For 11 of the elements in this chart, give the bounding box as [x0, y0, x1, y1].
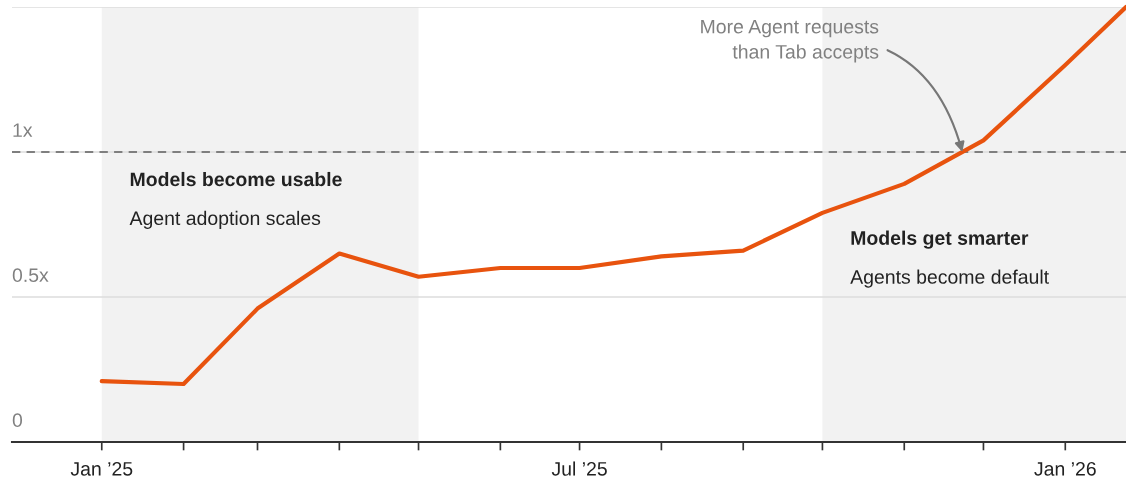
annotation: Agent adoption scales	[129, 210, 321, 229]
band-label: Models become usable	[130, 171, 342, 187]
x-tick-label: Jan ’26	[1034, 461, 1096, 476]
annotation: More Agent requests than Tab accepts	[701, 19, 879, 63]
x-tick-label: Jul ’25	[551, 461, 607, 476]
y-tick-label: 1x	[13, 123, 33, 137]
y-tick-label: 0	[12, 413, 23, 428]
y-tick-label: 0.5x	[12, 268, 49, 283]
band-label: Models get smarter	[851, 230, 1029, 249]
x-tick-label: Jan ’25	[70, 461, 133, 476]
annotation: Agents become default	[850, 269, 1049, 288]
